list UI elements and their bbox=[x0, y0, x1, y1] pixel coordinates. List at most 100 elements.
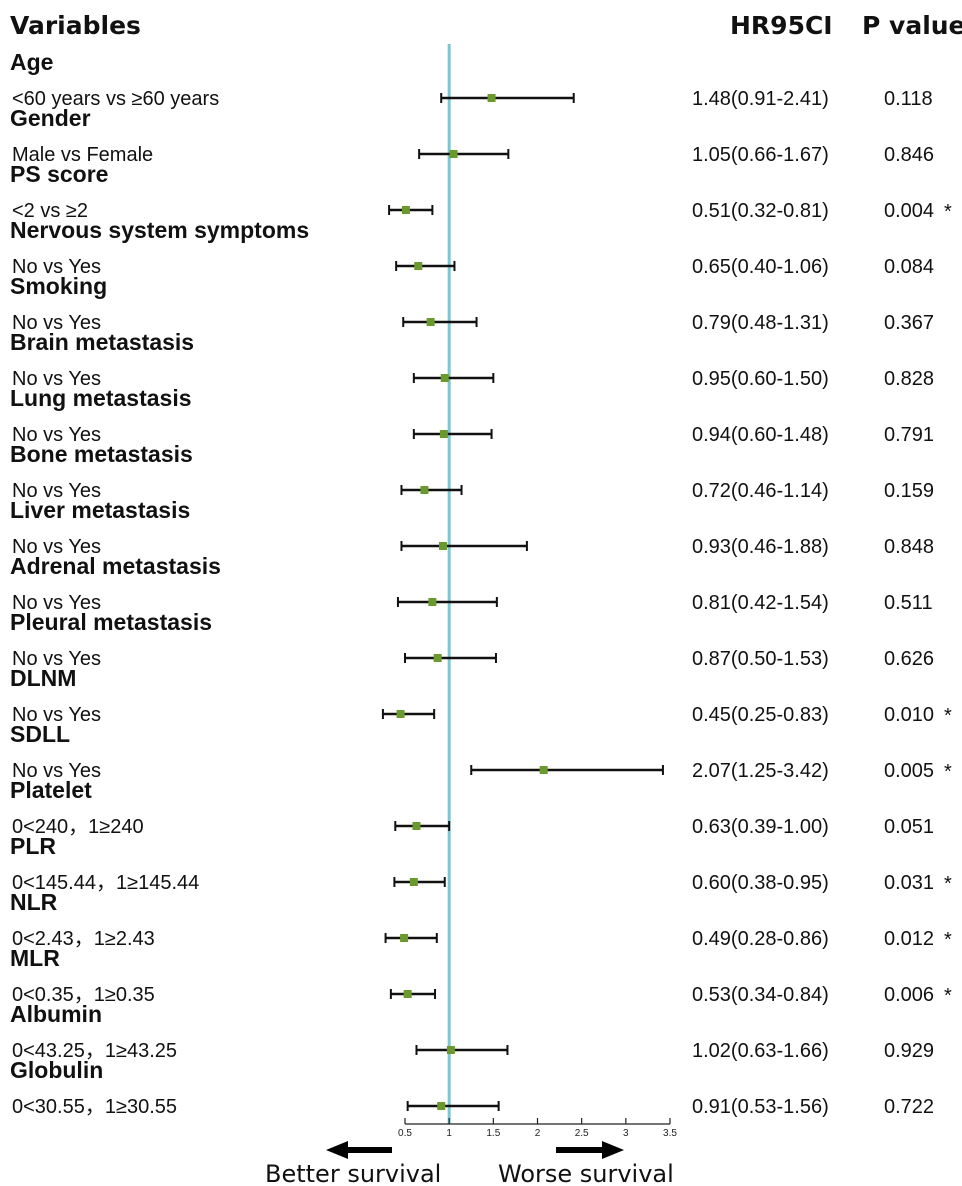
forest-row: PLR 0<145.44，1≥145.44 0.60(0.38-0.95) 0.031… bbox=[10, 833, 952, 895]
worse-survival-label: Worse survival bbox=[498, 1160, 674, 1186]
forest-row: MLR 0<0.35，1≥0.35 0.53(0.34-0.84) 0.006 * bbox=[10, 945, 952, 1007]
hr-point bbox=[487, 94, 496, 102]
forest-row: SDLL No vs Yes 2.07(1.25-3.42) 0.005 * bbox=[10, 721, 952, 783]
significance-marker: * bbox=[944, 705, 952, 727]
variable-name: Smoking bbox=[10, 273, 107, 299]
p-value-text: 0.722 bbox=[884, 1096, 934, 1118]
hr-ci-text: 0.53(0.34-0.84) bbox=[692, 984, 829, 1006]
hr-ci-text: 0.60(0.38-0.95) bbox=[692, 872, 829, 894]
forest-row: Globulin 0<30.55，1≥30.55 0.91(0.53-1.56) 0.… bbox=[10, 1057, 934, 1118]
hr-ci-text: 1.48(0.91-2.41) bbox=[692, 88, 829, 110]
comparison-label: Male vs Female bbox=[12, 144, 153, 166]
variable-name: Platelet bbox=[10, 777, 92, 803]
p-value-text: 0.159 bbox=[884, 480, 934, 502]
p-value-text: 0.084 bbox=[884, 256, 934, 278]
comparison-label: No vs Yes bbox=[12, 480, 101, 502]
forest-row: Liver metastasis No vs Yes 0.93(0.46-1.88)… bbox=[10, 497, 934, 558]
hr-point bbox=[449, 150, 458, 158]
hr-point bbox=[440, 374, 449, 382]
hr-ci-text: 0.79(0.48-1.31) bbox=[692, 312, 829, 334]
variable-name: SDLL bbox=[10, 721, 70, 747]
forest-row: Lung metastasis No vs Yes 0.94(0.60-1.48) 0… bbox=[10, 385, 934, 446]
comparison-label: No vs Yes bbox=[12, 424, 101, 446]
forest-row: Bone metastasis No vs Yes 0.72(0.46-1.14) 0… bbox=[10, 441, 934, 502]
hr-ci-text: 0.94(0.60-1.48) bbox=[692, 424, 829, 446]
p-value-text: 0.004 bbox=[884, 200, 934, 222]
hr-ci-text: 0.63(0.39-1.00) bbox=[692, 816, 829, 838]
hr-point bbox=[439, 430, 448, 438]
variable-name: Globulin bbox=[10, 1057, 103, 1083]
p-value-text: 0.848 bbox=[884, 536, 934, 558]
comparison-label: No vs Yes bbox=[12, 256, 101, 278]
p-value-text: 0.012 bbox=[884, 928, 934, 950]
hr-point bbox=[437, 1102, 446, 1110]
forest-row: Age <60 years vs ≥60 years 1.48(0.91-2.41)… bbox=[10, 49, 933, 110]
hr-point bbox=[412, 822, 421, 830]
forest-row: Nervous system symptoms No vs Yes 0.65(0.4… bbox=[10, 217, 934, 278]
p-value-text: 0.511 bbox=[884, 592, 933, 614]
comparison-label: No vs Yes bbox=[12, 760, 101, 782]
better-survival-label: Better survival bbox=[265, 1160, 441, 1186]
hr-point bbox=[428, 598, 437, 606]
forest-row: Brain metastasis No vs Yes 0.95(0.60-1.50)… bbox=[10, 329, 934, 390]
comparison-label: 0<0.35，1≥0.35 bbox=[12, 984, 155, 1006]
p-value-text: 0.846 bbox=[884, 144, 934, 166]
comparison-label: 0<43.25，1≥43.25 bbox=[12, 1040, 177, 1062]
hr-ci-text: 0.65(0.40-1.06) bbox=[692, 256, 829, 278]
p-value-text: 0.367 bbox=[884, 312, 934, 334]
hr-point bbox=[400, 934, 409, 942]
worse-survival-arrow bbox=[556, 1141, 624, 1159]
significance-marker: * bbox=[944, 761, 952, 783]
p-value-text: 0.118 bbox=[884, 88, 933, 110]
hr-point bbox=[438, 542, 447, 550]
comparison-label: No vs Yes bbox=[12, 648, 101, 670]
hr-point bbox=[426, 318, 435, 326]
variable-name: Pleural metastasis bbox=[10, 609, 212, 635]
forest-row: Adrenal metastasis No vs Yes 0.81(0.42-1.5… bbox=[10, 553, 933, 614]
forest-row: DLNM No vs Yes 0.45(0.25-0.83) 0.010 * bbox=[10, 665, 952, 727]
variable-name: Bone metastasis bbox=[10, 441, 193, 467]
comparison-label: 0<2.43，1≥2.43 bbox=[12, 928, 155, 950]
p-value-text: 0.929 bbox=[884, 1040, 934, 1062]
comparison-label: 0<145.44，1≥145.44 bbox=[12, 872, 199, 894]
variables-header: Variables bbox=[10, 11, 141, 40]
better-survival-arrow bbox=[326, 1141, 392, 1159]
hr-point bbox=[446, 1046, 455, 1054]
p-value-text: 0.006 bbox=[884, 984, 934, 1006]
comparison-label: 0<240，1≥240 bbox=[12, 816, 144, 838]
variable-name: PLR bbox=[10, 833, 56, 859]
forest-row: Gender Male vs Female 1.05(0.66-1.67) 0.846 bbox=[10, 105, 934, 166]
hr-header: HR95CI bbox=[730, 11, 833, 40]
p-value-text: 0.051 bbox=[884, 816, 934, 838]
forest-row: PS score <2 vs ≥2 0.51(0.32-0.81) 0.004 * bbox=[10, 161, 952, 223]
x-tick-label: 2.5 bbox=[575, 1128, 589, 1139]
variable-name: Liver metastasis bbox=[10, 497, 190, 523]
p-value-text: 0.031 bbox=[884, 872, 934, 894]
forest-row: Pleural metastasis No vs Yes 0.87(0.50-1.5… bbox=[10, 609, 934, 670]
forest-rows: Age <60 years vs ≥60 years 1.48(0.91-2.41)… bbox=[10, 44, 952, 1124]
p-value-header: P value bbox=[862, 11, 962, 40]
x-tick-label: 1.5 bbox=[486, 1128, 500, 1139]
x-axis: 0.5 1 1.5 2 2.5 3 3.5 bbox=[398, 1118, 677, 1139]
x-tick-label: 3 bbox=[623, 1128, 629, 1139]
variable-name: Adrenal metastasis bbox=[10, 553, 221, 579]
variable-name: Nervous system symptoms bbox=[10, 217, 309, 243]
variable-name: Age bbox=[10, 49, 53, 75]
forest-row: Albumin 0<43.25，1≥43.25 1.02(0.63-1.66) 0.9… bbox=[10, 1001, 934, 1062]
hr-ci-text: 1.02(0.63-1.66) bbox=[692, 1040, 829, 1062]
variable-name: Albumin bbox=[10, 1001, 102, 1027]
hr-ci-text: 0.95(0.60-1.50) bbox=[692, 368, 829, 390]
hr-ci-text: 0.49(0.28-0.86) bbox=[692, 928, 829, 950]
x-tick-label: 3.5 bbox=[663, 1128, 677, 1139]
hr-ci-text: 1.05(0.66-1.67) bbox=[692, 144, 829, 166]
comparison-label: <60 years vs ≥60 years bbox=[12, 88, 219, 110]
hr-point bbox=[414, 262, 423, 270]
significance-marker: * bbox=[944, 929, 952, 951]
forest-row: Smoking No vs Yes 0.79(0.48-1.31) 0.367 bbox=[10, 273, 934, 334]
forest-row: NLR 0<2.43，1≥2.43 0.49(0.28-0.86) 0.012 * bbox=[10, 889, 952, 951]
hr-ci-text: 0.91(0.53-1.56) bbox=[692, 1096, 829, 1118]
hr-point bbox=[396, 710, 405, 718]
hr-point bbox=[409, 878, 418, 886]
variable-name: Gender bbox=[10, 105, 91, 131]
